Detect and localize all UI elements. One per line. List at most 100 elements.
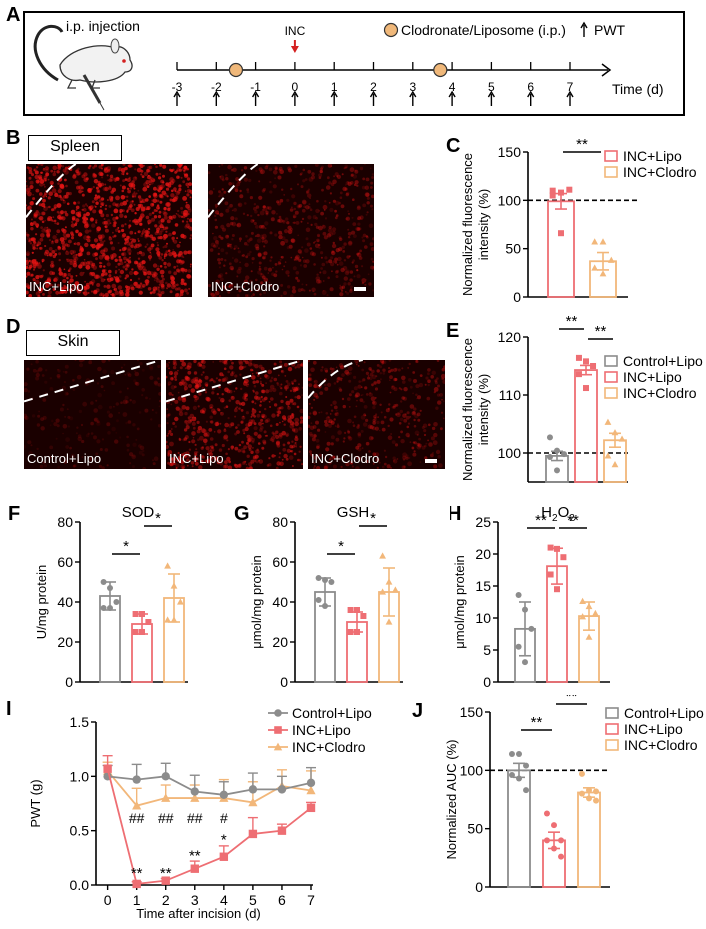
fluorescence-dot: [290, 256, 293, 259]
fluorescence-dot: [192, 405, 197, 410]
data-point: [515, 591, 522, 598]
fluorescence-dot: [344, 369, 350, 375]
fluorescence-dot: [98, 199, 102, 203]
fluorescence-dot: [277, 262, 281, 266]
fluorescence-dot: [69, 267, 72, 270]
fluorescence-dot: [417, 443, 422, 448]
y-axis-label: Normalized fluorescence: [460, 338, 475, 481]
fluorescence-dot: [264, 165, 269, 170]
fluorescence-dot: [128, 224, 132, 228]
fluorescence-dot: [284, 229, 289, 234]
fluorescence-dot: [427, 379, 431, 383]
fluorescence-dot: [256, 413, 261, 418]
fluorescence-dot: [29, 201, 34, 206]
fluorescence-dot: [32, 221, 37, 225]
fluorescence-dot: [91, 243, 96, 249]
tissue-boundary-line: [208, 164, 259, 218]
fluorescence-dot: [343, 276, 348, 281]
fluorescence-dot: [309, 208, 313, 211]
fluorescence-dot: [235, 387, 238, 390]
fluorescence-dot: [280, 383, 283, 386]
fluorescence-dot: [102, 221, 106, 225]
fluorescence-dot: [231, 238, 234, 241]
fluorescence-dot: [227, 290, 231, 294]
fluorescence-dot: [329, 207, 334, 212]
fluorescence-dot: [152, 286, 158, 292]
fluorescence-dot: [176, 292, 180, 296]
fluorescence-dot: [56, 170, 60, 174]
fluorescence-dot: [105, 204, 108, 207]
fluorescence-dot: [177, 176, 180, 179]
fluorescence-dot: [82, 360, 85, 362]
fluorescence-dot: [338, 363, 344, 368]
fluorescence-dot: [230, 243, 232, 246]
fluorescence-dot: [375, 457, 380, 462]
fluorescence-dot: [173, 362, 178, 366]
fluorescence-dot: [149, 375, 154, 380]
x-tick-label: 2: [162, 892, 170, 908]
fluorescence-dot: [441, 368, 445, 372]
fluorescence-dot: [274, 263, 278, 266]
data-point: [190, 864, 199, 873]
fluorescence-dot: [316, 273, 319, 276]
data-point: [277, 826, 287, 835]
fluorescence-dot: [335, 214, 339, 217]
fluorescence-dot: [233, 390, 236, 393]
fluorescence-dot: [281, 236, 286, 241]
fluorescence-dot: [66, 276, 69, 280]
fluorescence-dot: [262, 208, 265, 211]
fluorescence-dot: [262, 237, 267, 242]
fluorescence-dot: [134, 281, 139, 285]
fluorescence-dot: [140, 213, 145, 218]
fluorescence-dot: [104, 292, 109, 297]
fluorescence-dot: [370, 204, 373, 208]
fluorescence-dot: [34, 258, 37, 262]
fluorescence-dot: [63, 289, 68, 294]
fluorescence-dot: [245, 275, 250, 280]
fluorescence-dot: [69, 278, 74, 283]
fluorescence-dot: [158, 405, 161, 408]
legend-pwt-label: PWT: [594, 22, 626, 38]
bar-group: [346, 607, 368, 683]
fluorescence-dot: [379, 372, 382, 375]
data-point: [543, 837, 550, 844]
data-point: [585, 633, 593, 640]
fluorescence-dot: [372, 289, 374, 292]
image-label: INC+Lipo: [29, 279, 84, 294]
fluorescence-dot: [157, 424, 161, 428]
fluorescence-dot: [262, 187, 266, 192]
fluorescence-dot: [147, 219, 152, 224]
fluorescence-dot: [38, 367, 43, 372]
panel-letter: I: [6, 698, 12, 720]
fluorescence-dot: [126, 258, 129, 262]
fluorescence-dot: [402, 455, 407, 460]
fluorescence-dot: [231, 234, 235, 237]
fluorescence-dot: [54, 222, 57, 225]
fluorescence-dot: [319, 169, 323, 174]
fluorescence-dot: [237, 464, 241, 468]
fluorescence-dot: [316, 454, 318, 457]
fluorescence-dot: [288, 455, 294, 460]
legend-label: INC+Clodro: [624, 737, 698, 753]
fluorescence-dot: [194, 453, 198, 457]
fluorescence-dot: [335, 456, 340, 460]
fluorescence-dot: [150, 243, 155, 248]
fluorescence-dot: [48, 247, 53, 251]
fluorescence-dot: [127, 189, 131, 194]
fluorescence-dot: [275, 430, 279, 434]
fluorescence-dot: [401, 396, 405, 400]
fluorescence-dot: [369, 425, 374, 430]
fluorescence-dot: [187, 370, 192, 375]
fluorescence-dot: [160, 228, 164, 233]
fluorescence-dot: [355, 405, 358, 408]
fluorescence-dot: [91, 262, 96, 267]
fluorescence-dot: [126, 172, 129, 175]
fluorescence-dot: [152, 198, 158, 204]
fluorescence-dot: [315, 420, 319, 425]
fluorescence-dot: [266, 418, 271, 423]
bar-group: [99, 579, 121, 683]
time-axis-label: Time (d): [612, 81, 664, 97]
fluorescence-dot: [233, 208, 237, 212]
fluorescence-dot: [262, 439, 267, 444]
fluorescence-dot: [263, 266, 268, 271]
